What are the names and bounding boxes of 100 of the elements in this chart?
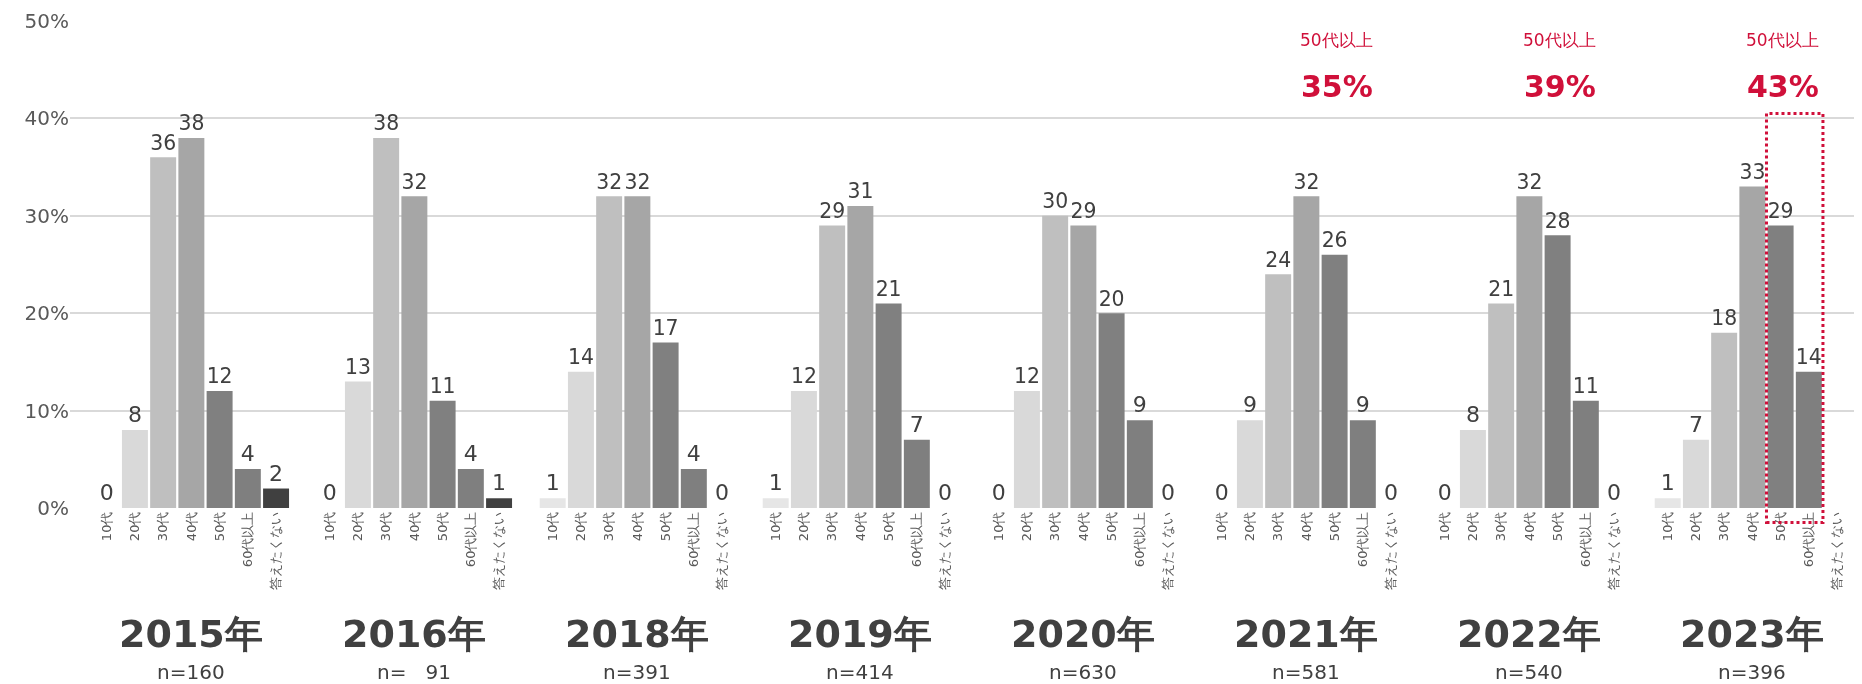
data-label: 33 [1739, 159, 1766, 184]
data-label: 21 [875, 276, 902, 301]
data-label: 0 [1214, 480, 1229, 505]
x-tick-label: 60代以上 [463, 511, 479, 568]
text: 2015年 [119, 612, 263, 656]
data-label: 32 [401, 169, 428, 194]
x-tick-label: 40代 [1744, 511, 1760, 542]
bar [1767, 225, 1794, 508]
x-tick-label: 60代以上 [240, 511, 256, 568]
x-tick-label: 答えたくない [937, 511, 953, 590]
x-tick-label: 30代 [1270, 511, 1286, 542]
bar [401, 196, 428, 508]
x-tick-label: 10代 [767, 511, 783, 542]
x-tick-label: 40代 [183, 511, 199, 542]
data-label: 31 [847, 179, 874, 204]
data-label: 17 [652, 315, 679, 340]
x-tick-label: 40代 [1298, 511, 1314, 542]
data-label: 1 [1660, 470, 1675, 496]
bar [1572, 400, 1599, 508]
x-tick-label: 30代 [1493, 511, 1509, 542]
data-label: 11 [429, 374, 456, 399]
x-tick-label: 60代以上 [686, 511, 702, 568]
y-tick-label: 30% [24, 203, 69, 228]
data-label: 4 [686, 441, 701, 467]
text: n=396 [1718, 660, 1786, 684]
data-label: 32 [1293, 169, 1320, 194]
data-label: 0 [322, 480, 337, 505]
text: n=160 [157, 660, 225, 684]
bar [1042, 215, 1069, 508]
x-tick-label: 50代 [1549, 511, 1565, 542]
text: 2022年 [1457, 612, 1601, 656]
x-tick-label: 答えたくない [491, 511, 507, 590]
data-label: 26 [1321, 228, 1348, 253]
data-label: 0 [99, 480, 114, 505]
bar [819, 225, 846, 508]
bar [1321, 254, 1348, 508]
bar [903, 439, 930, 508]
x-tick-label: 10代 [544, 511, 560, 542]
data-label: 12 [206, 364, 233, 389]
bar [1654, 498, 1681, 508]
data-label: 20 [1098, 286, 1125, 311]
data-label: 0 [991, 480, 1006, 505]
text: 2020年 [1011, 612, 1155, 656]
x-tick-label: 10代 [990, 511, 1006, 542]
x-tick-label: 20代 [1688, 511, 1704, 542]
bar [1459, 430, 1486, 508]
bar [596, 196, 623, 508]
data-label: 21 [1488, 276, 1515, 301]
text: n=540 [1495, 660, 1563, 684]
x-tick-label: 50代 [880, 511, 896, 542]
data-label: 8 [127, 402, 142, 428]
data-label: 14 [567, 345, 594, 369]
x-tick-label: 答えたくない [714, 511, 730, 590]
x-tick-label: 20代 [350, 511, 366, 542]
bar [539, 498, 566, 508]
x-tick-label: 60代以上 [1801, 511, 1817, 568]
annotation: 50代以上 [1746, 30, 1819, 50]
bar [178, 137, 205, 508]
text: 2018年 [565, 612, 709, 656]
bar [1516, 196, 1543, 508]
x-tick-label: 20代 [573, 511, 589, 542]
bar [150, 157, 177, 508]
x-tick-label: 30代 [378, 511, 394, 542]
bar [1293, 196, 1320, 508]
x-tick-label: 40代 [1521, 511, 1537, 542]
x-tick-label: 60代以上 [909, 511, 925, 568]
bar [624, 196, 651, 508]
data-label: 18 [1711, 306, 1738, 331]
x-tick-label: 20代 [1242, 511, 1258, 542]
bar [1265, 274, 1292, 508]
x-tick-label: 答えたくない [1160, 511, 1176, 590]
text: 2021年 [1234, 612, 1378, 656]
annotation: 39% [1524, 69, 1596, 104]
data-label: 7 [909, 411, 924, 437]
annotation: 50代以上 [1300, 30, 1373, 50]
text: n=630 [1049, 660, 1117, 684]
data-label: 13 [344, 354, 371, 379]
x-tick-label: 40代 [406, 511, 422, 542]
bar [680, 469, 707, 508]
bar [263, 488, 290, 508]
data-label: 11 [1572, 374, 1599, 399]
data-label: 29 [1070, 198, 1097, 223]
data-label: 0 [938, 480, 953, 505]
text: 2019年 [788, 612, 932, 656]
data-label: 30 [1042, 189, 1069, 214]
bar [486, 498, 513, 508]
x-tick-label: 10代 [1659, 511, 1675, 542]
x-tick-label: 10代 [1213, 511, 1229, 542]
bar [1544, 235, 1571, 508]
x-tick-label: 50代 [1103, 511, 1119, 542]
bar [1098, 313, 1125, 508]
data-label: 38 [373, 111, 400, 136]
x-tick-label: 答えたくない [1829, 511, 1845, 590]
x-tick-label: 40代 [629, 511, 645, 542]
bar [206, 391, 233, 508]
data-label: 4 [240, 441, 255, 467]
bar [652, 342, 679, 508]
y-tick-label: 10% [24, 398, 69, 423]
x-tick-label: 60代以上 [1578, 511, 1594, 568]
x-tick-label: 40代 [1075, 511, 1091, 542]
